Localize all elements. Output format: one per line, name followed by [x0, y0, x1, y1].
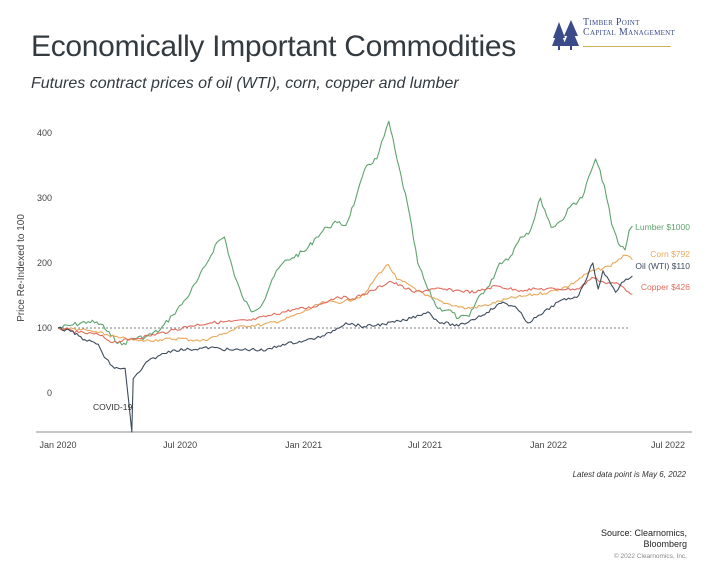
y-tick-label: 300	[37, 193, 52, 203]
x-tick-label: Jul 2021	[408, 440, 442, 450]
end-label-oil-wti: Oil (WTI) $110	[635, 261, 690, 271]
x-tick-label: Jul 2022	[651, 440, 685, 450]
latest-data-note: Latest data point is May 6, 2022	[572, 470, 686, 479]
source-line-1: Source: Clearnomics,	[600, 528, 687, 538]
logo-underline	[583, 46, 671, 47]
covid-annotation: COVID-19	[93, 402, 132, 412]
series-line-corn	[57, 254, 633, 342]
company-logo: Timber Point Capital Management	[551, 18, 681, 54]
y-tick-label: 0	[47, 388, 52, 398]
series-line-lumber	[57, 120, 633, 346]
y-tick-label: 100	[37, 323, 52, 333]
line-chart: Price Re-Indexed to 100 0 100 200 300 400 Jan …	[16, 120, 692, 450]
series-line-oil-wti	[57, 262, 633, 433]
x-tick-label: Jan 2022	[530, 440, 567, 450]
source-credit: Source: Clearnomics, Bloomberg	[601, 528, 687, 550]
series-line-copper	[57, 276, 633, 344]
logo-line-2: Capital Management	[583, 27, 676, 38]
y-tick-label: 400	[37, 128, 52, 138]
y-tick-label: 200	[37, 258, 52, 268]
end-label-lumber: Lumber $1000	[635, 222, 690, 232]
end-label-corn: Corn $792	[650, 249, 690, 259]
tree-logo-icon	[552, 20, 579, 50]
x-tick-label: Jan 2020	[39, 440, 76, 450]
end-label-copper: Copper $426	[641, 282, 690, 292]
x-tick-label: Jul 2020	[163, 440, 197, 450]
logo-text: Timber Point Capital Management	[583, 18, 675, 38]
copyright: © 2022 Clearnomics, Inc.	[613, 553, 687, 560]
y-axis-label: Price Re-Indexed to 100	[16, 214, 27, 322]
source-line-2: Bloomberg	[643, 539, 687, 549]
logo-line-1: Timber Point	[583, 17, 640, 28]
chart-subtitle: Futures contract prices of oil (WTI), co…	[31, 75, 459, 92]
chart-title: Economically Important Commodities	[31, 30, 516, 63]
x-tick-label: Jan 2021	[285, 440, 322, 450]
